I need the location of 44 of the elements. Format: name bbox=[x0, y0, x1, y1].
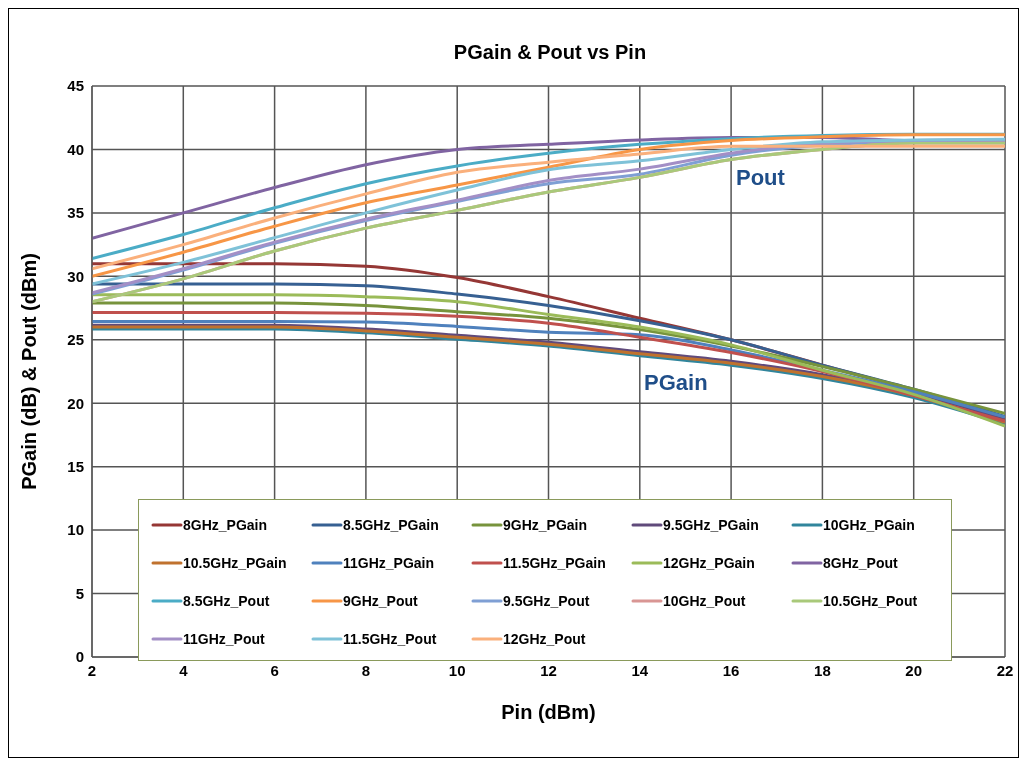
y-tick-label: 5 bbox=[75, 584, 84, 602]
legend-label: 11GHz_Pout bbox=[183, 631, 265, 647]
y-tick-label: 40 bbox=[67, 140, 84, 158]
legend-label: 10GHz_PGain bbox=[823, 517, 915, 533]
x-tick-label: 20 bbox=[905, 661, 923, 679]
legend-label: 9.5GHz_Pout bbox=[503, 593, 590, 609]
x-axis-title: Pin (dBm) bbox=[501, 701, 596, 723]
legend-label: 10.5GHz_Pout bbox=[823, 593, 918, 609]
x-tick-label: 4 bbox=[179, 661, 189, 679]
x-tick-label: 22 bbox=[996, 661, 1014, 679]
legend-label: 9.5GHz_PGain bbox=[663, 517, 759, 533]
y-tick-label: 45 bbox=[67, 77, 84, 95]
y-tick-label: 10 bbox=[67, 521, 84, 539]
legend-label: 10GHz_Pout bbox=[663, 593, 746, 609]
annotation: Pout bbox=[736, 165, 785, 190]
x-tick-label: 6 bbox=[270, 661, 279, 679]
y-tick-label: 35 bbox=[67, 204, 84, 222]
y-tick-label: 20 bbox=[67, 394, 84, 412]
y-tick-label: 0 bbox=[75, 648, 84, 666]
legend-label: 8GHz_PGain bbox=[183, 517, 268, 533]
y-axis-title: PGain (dB) & Pout (dBm) bbox=[18, 253, 41, 490]
legend-label: 9GHz_PGain bbox=[503, 517, 588, 533]
legend-label: 12GHz_Pout bbox=[503, 631, 586, 647]
x-tick-label: 16 bbox=[722, 661, 740, 679]
x-tick-label: 8 bbox=[361, 661, 371, 679]
legend-label: 12GHz_PGain bbox=[663, 555, 755, 571]
x-tick-label: 14 bbox=[631, 661, 649, 679]
y-tick-label: 15 bbox=[67, 457, 84, 475]
y-tick-label: 25 bbox=[67, 331, 84, 349]
y-tick-label: 30 bbox=[67, 267, 84, 285]
x-tick-label: 2 bbox=[87, 661, 97, 679]
legend-label: 11.5GHz_Pout bbox=[343, 631, 437, 647]
annotation: PGain bbox=[644, 370, 708, 395]
legend-label: 10.5GHz_PGain bbox=[183, 555, 287, 571]
x-tick-label: 18 bbox=[814, 661, 831, 679]
legend-label: 8.5GHz_Pout bbox=[183, 593, 270, 609]
chart-title: PGain & Pout vs Pin bbox=[452, 41, 648, 64]
x-tick-label: 10 bbox=[448, 661, 466, 679]
x-tick-label: 12 bbox=[540, 661, 557, 679]
legend-label: 8GHz_Pout bbox=[823, 555, 898, 571]
legend-label: 8.5GHz_PGain bbox=[343, 517, 439, 533]
legend-label: 11GHz_PGain bbox=[343, 555, 435, 571]
legend-label: 9GHz_Pout bbox=[343, 593, 418, 609]
legend-label: 11.5GHz_PGain bbox=[503, 555, 606, 571]
